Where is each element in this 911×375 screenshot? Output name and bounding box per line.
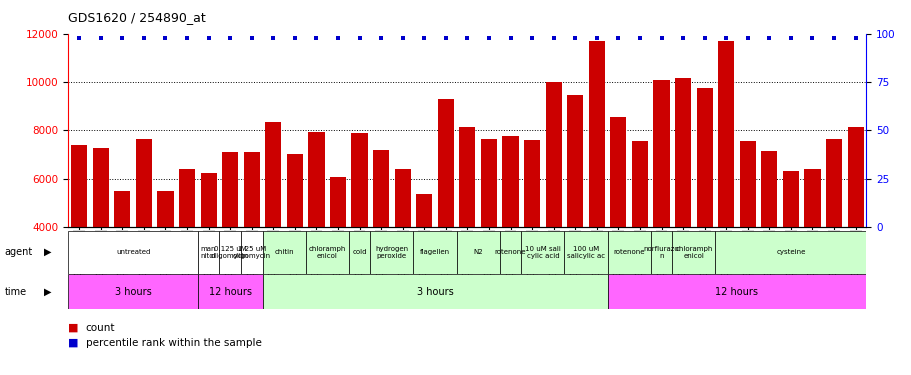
Bar xyxy=(415,194,432,323)
Bar xyxy=(846,127,863,323)
Bar xyxy=(243,152,260,323)
Bar xyxy=(370,231,413,274)
Bar xyxy=(717,41,733,323)
Text: cysteine: cysteine xyxy=(775,249,804,255)
Text: 100 uM
salicylic ac: 100 uM salicylic ac xyxy=(567,246,604,259)
Bar xyxy=(221,152,238,323)
Text: 10 uM sali
cylic acid: 10 uM sali cylic acid xyxy=(525,246,560,259)
Bar xyxy=(761,151,776,323)
Text: flagellen: flagellen xyxy=(420,249,450,255)
Bar xyxy=(696,88,712,323)
Bar xyxy=(499,231,521,274)
Bar xyxy=(607,274,865,309)
Bar xyxy=(351,133,367,323)
Bar xyxy=(825,139,841,323)
Bar xyxy=(68,231,198,274)
Bar xyxy=(480,139,496,323)
Bar xyxy=(671,231,714,274)
Bar xyxy=(524,140,539,323)
Text: 12 hours: 12 hours xyxy=(209,286,251,297)
Text: rotenone: rotenone xyxy=(495,249,526,255)
Bar xyxy=(631,141,648,323)
Text: chloramph
enicol: chloramph enicol xyxy=(674,246,711,259)
Text: ▶: ▶ xyxy=(44,247,51,257)
Bar xyxy=(804,169,820,323)
Text: cold: cold xyxy=(352,249,366,255)
Bar xyxy=(198,274,262,309)
Bar xyxy=(286,154,302,323)
Bar xyxy=(220,231,241,274)
Bar xyxy=(68,274,198,309)
Bar xyxy=(179,169,195,323)
Bar xyxy=(674,78,691,323)
Bar xyxy=(545,82,561,323)
Text: time: time xyxy=(5,286,26,297)
Bar xyxy=(609,117,626,323)
Bar xyxy=(200,172,217,323)
Bar xyxy=(262,274,607,309)
Bar xyxy=(305,231,348,274)
Bar xyxy=(394,169,410,323)
Text: agent: agent xyxy=(5,247,33,257)
Text: rotenone: rotenone xyxy=(613,249,644,255)
Text: ■: ■ xyxy=(68,338,79,348)
Bar xyxy=(93,148,108,323)
Text: count: count xyxy=(86,323,115,333)
Text: hydrogen
peroxide: hydrogen peroxide xyxy=(375,246,408,259)
Bar xyxy=(567,95,583,323)
Text: 0.125 uM
oligomycin: 0.125 uM oligomycin xyxy=(210,246,249,259)
Bar xyxy=(739,141,755,323)
Text: percentile rank within the sample: percentile rank within the sample xyxy=(86,338,261,348)
Text: 3 hours: 3 hours xyxy=(416,286,453,297)
Bar xyxy=(607,231,650,274)
Bar xyxy=(265,122,281,323)
Text: N2: N2 xyxy=(473,249,483,255)
Bar xyxy=(782,171,798,323)
Text: 1.25 uM
oligomycin: 1.25 uM oligomycin xyxy=(232,246,271,259)
Text: ■: ■ xyxy=(68,323,79,333)
Bar xyxy=(136,139,152,323)
Text: chloramph
enicol: chloramph enicol xyxy=(308,246,345,259)
Text: man
nitol: man nitol xyxy=(200,246,216,259)
Bar xyxy=(650,231,671,274)
Bar xyxy=(308,132,324,323)
Bar xyxy=(158,190,173,323)
Bar xyxy=(564,231,607,274)
Bar xyxy=(114,190,130,323)
Bar xyxy=(330,177,345,323)
Text: 12 hours: 12 hours xyxy=(715,286,758,297)
Text: ▶: ▶ xyxy=(44,286,51,297)
Text: untreated: untreated xyxy=(116,249,150,255)
Bar xyxy=(521,231,564,274)
Bar xyxy=(348,231,370,274)
Bar xyxy=(714,231,865,274)
Bar xyxy=(502,136,518,323)
Text: GDS1620 / 254890_at: GDS1620 / 254890_at xyxy=(68,11,206,24)
Bar xyxy=(652,80,669,323)
Text: 3 hours: 3 hours xyxy=(115,286,151,297)
Bar xyxy=(459,127,475,323)
Bar xyxy=(589,41,604,323)
Text: chitin: chitin xyxy=(274,249,293,255)
Text: norflurazo
n: norflurazo n xyxy=(643,246,679,259)
Bar xyxy=(71,145,87,323)
Bar xyxy=(241,231,262,274)
Bar xyxy=(373,150,389,323)
Bar xyxy=(413,231,456,274)
Bar xyxy=(437,99,454,323)
Bar xyxy=(198,231,220,274)
Bar xyxy=(262,231,305,274)
Bar xyxy=(456,231,499,274)
